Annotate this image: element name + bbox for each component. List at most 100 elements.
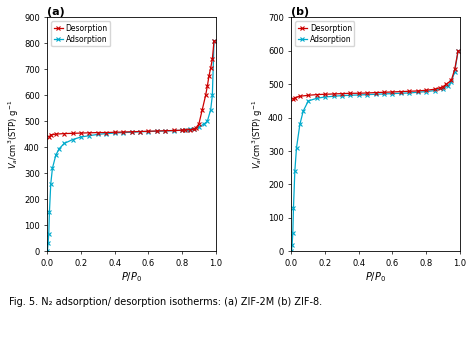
Desorption xyxy=(297,94,303,98)
Desorption xyxy=(210,57,215,61)
Adsorption xyxy=(211,39,217,43)
Adsorption xyxy=(204,119,210,124)
Desorption xyxy=(87,131,92,135)
Adsorption xyxy=(146,129,151,134)
Desorption xyxy=(182,128,188,132)
Adsorption xyxy=(179,128,185,132)
Line: Adsorption: Adsorption xyxy=(290,49,460,253)
Adsorption xyxy=(290,231,296,235)
Desorption xyxy=(103,131,109,135)
Adsorption xyxy=(452,69,457,74)
Desorption xyxy=(208,66,213,70)
Desorption xyxy=(305,93,311,97)
Adsorption xyxy=(292,169,298,173)
Adsorption xyxy=(381,92,387,96)
Desorption xyxy=(70,131,75,135)
Adsorption xyxy=(406,91,412,95)
Adsorption xyxy=(294,146,300,150)
Adsorption xyxy=(423,89,429,94)
Desorption xyxy=(95,131,101,135)
Adsorption xyxy=(301,109,306,113)
Adsorption xyxy=(373,92,378,96)
Adsorption xyxy=(331,94,337,98)
Desorption xyxy=(137,129,143,134)
Adsorption xyxy=(70,138,75,142)
Adsorption xyxy=(208,107,213,112)
Adsorption xyxy=(314,96,319,101)
Adsorption xyxy=(137,130,143,134)
Desorption xyxy=(423,88,429,92)
Desorption xyxy=(452,67,457,71)
Text: (b): (b) xyxy=(292,7,310,17)
Adsorption xyxy=(171,129,176,133)
Legend: Desorption, Adsorption: Desorption, Adsorption xyxy=(51,21,110,46)
Desorption xyxy=(171,128,176,133)
Adsorption xyxy=(184,128,190,132)
Desorption xyxy=(290,97,296,101)
Adsorption xyxy=(154,129,160,133)
Desorption xyxy=(437,86,442,90)
X-axis label: $P/P_0$: $P/P_0$ xyxy=(365,271,386,284)
Adsorption xyxy=(210,93,215,97)
Adsorption xyxy=(120,131,126,135)
Adsorption xyxy=(112,131,118,135)
Line: Desorption: Desorption xyxy=(47,39,216,139)
X-axis label: $P/P_0$: $P/P_0$ xyxy=(121,271,142,284)
Adsorption xyxy=(45,242,51,246)
Adsorption xyxy=(196,125,202,129)
Desorption xyxy=(53,132,59,136)
Desorption xyxy=(146,129,151,133)
Line: Desorption: Desorption xyxy=(292,49,460,101)
Desorption xyxy=(406,89,412,94)
Desorption xyxy=(356,91,362,95)
Desorption xyxy=(347,91,353,95)
Adsorption xyxy=(322,95,328,99)
Y-axis label: $V_a$/cm$^3$(STP) g$^{-1}$: $V_a$/cm$^3$(STP) g$^{-1}$ xyxy=(251,100,265,169)
Y-axis label: $V_a$/cm$^3$(STP) g$^{-1}$: $V_a$/cm$^3$(STP) g$^{-1}$ xyxy=(7,100,21,169)
Adsorption xyxy=(95,132,101,136)
Desorption xyxy=(196,122,202,126)
Adsorption xyxy=(356,93,362,97)
Desorption xyxy=(46,135,52,139)
Desorption xyxy=(179,128,185,132)
Adsorption xyxy=(48,181,54,186)
Desorption xyxy=(129,130,135,134)
Adsorption xyxy=(46,232,52,237)
Desorption xyxy=(314,92,319,97)
Desorption xyxy=(292,96,298,100)
Adsorption xyxy=(163,129,168,133)
Adsorption xyxy=(445,83,451,88)
Desorption xyxy=(192,126,198,131)
Adsorption xyxy=(347,93,353,97)
Adsorption xyxy=(129,130,135,134)
Desorption xyxy=(365,91,370,95)
Adsorption xyxy=(291,206,296,210)
Desorption xyxy=(204,84,210,88)
Adsorption xyxy=(339,94,345,98)
Desorption xyxy=(339,91,345,96)
Text: (a): (a) xyxy=(47,7,65,17)
Desorption xyxy=(381,90,387,94)
Adsorption xyxy=(448,80,454,84)
Desorption xyxy=(200,107,205,112)
Adsorption xyxy=(390,91,395,96)
Adsorption xyxy=(62,141,67,146)
Adsorption xyxy=(289,243,295,247)
Adsorption xyxy=(191,127,197,131)
Adsorption xyxy=(87,134,92,138)
Legend: Desorption, Adsorption: Desorption, Adsorption xyxy=(295,21,354,46)
Adsorption xyxy=(103,132,109,136)
Desorption xyxy=(322,92,328,96)
Desorption xyxy=(191,127,197,131)
Desorption xyxy=(48,133,54,137)
Line: Adsorption: Adsorption xyxy=(46,39,216,253)
Desorption xyxy=(78,131,84,135)
Desorption xyxy=(415,89,420,93)
Text: Fig. 5. N₂ adsorption/ desorption isotherms: (a) ZIF-2M (b) ZIF-8.: Fig. 5. N₂ adsorption/ desorption isothe… xyxy=(9,297,323,307)
Desorption xyxy=(331,92,337,96)
Desorption xyxy=(203,93,209,97)
Adsorption xyxy=(365,92,370,97)
Adsorption xyxy=(415,90,420,94)
Adsorption xyxy=(46,210,52,214)
Desorption xyxy=(398,89,404,94)
